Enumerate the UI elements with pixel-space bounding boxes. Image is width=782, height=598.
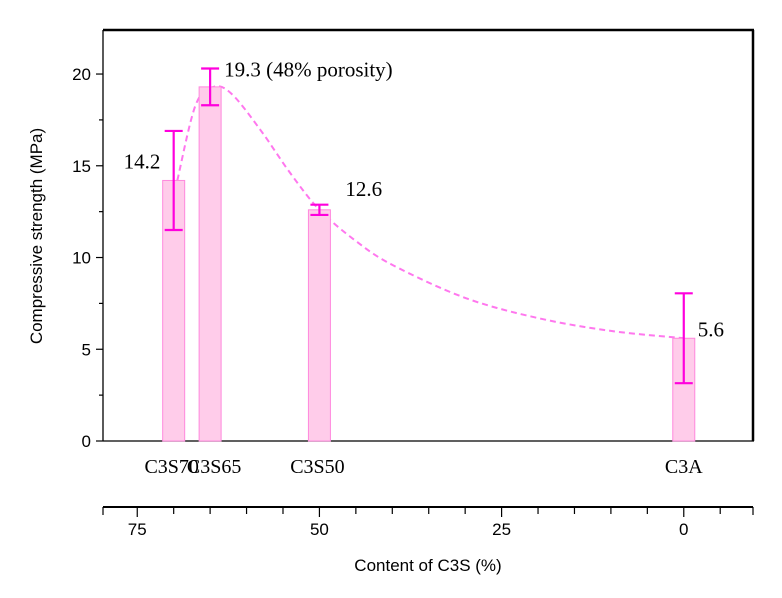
bars: [162, 86, 696, 442]
bar-c3s65: [198, 86, 222, 442]
fit-curve: [176, 85, 684, 340]
data-label: 19.3 (48% porosity): [224, 58, 393, 82]
category-label: C3S65: [187, 456, 241, 478]
data-labels: 14.2 19.3 (48% porosity) 12.6 5.6: [124, 58, 724, 342]
y-axis-title: Compressive strength (MPa): [27, 128, 46, 344]
data-label: 5.6: [698, 317, 724, 341]
x-tick-label: 50: [310, 520, 329, 539]
category-label: C3A: [665, 456, 703, 478]
error-bars: [164, 67, 693, 385]
x-tick-label: 75: [128, 520, 147, 539]
data-label: 14.2: [124, 149, 161, 173]
x-axis-title: Content of C3S (%): [354, 556, 501, 575]
y-ticks: 0 5 10 15 20: [72, 65, 103, 451]
y-tick-label: 20: [72, 65, 91, 84]
fit-curve-layer: [176, 85, 684, 340]
category-label: C3S70: [144, 456, 198, 478]
x-tick-label: 25: [492, 520, 511, 539]
data-label: 12.6: [345, 177, 382, 201]
y-tick-label: 5: [82, 340, 91, 359]
y-tick-label: 0: [82, 432, 91, 451]
y-tick-label: 10: [72, 249, 91, 268]
content-axis: 75 50 25 0: [102, 506, 754, 539]
y-tick-label: 15: [72, 157, 91, 176]
category-label: C3S50: [290, 456, 344, 478]
x-tick-label: 0: [679, 520, 688, 539]
bar-c3s50: [307, 209, 331, 442]
